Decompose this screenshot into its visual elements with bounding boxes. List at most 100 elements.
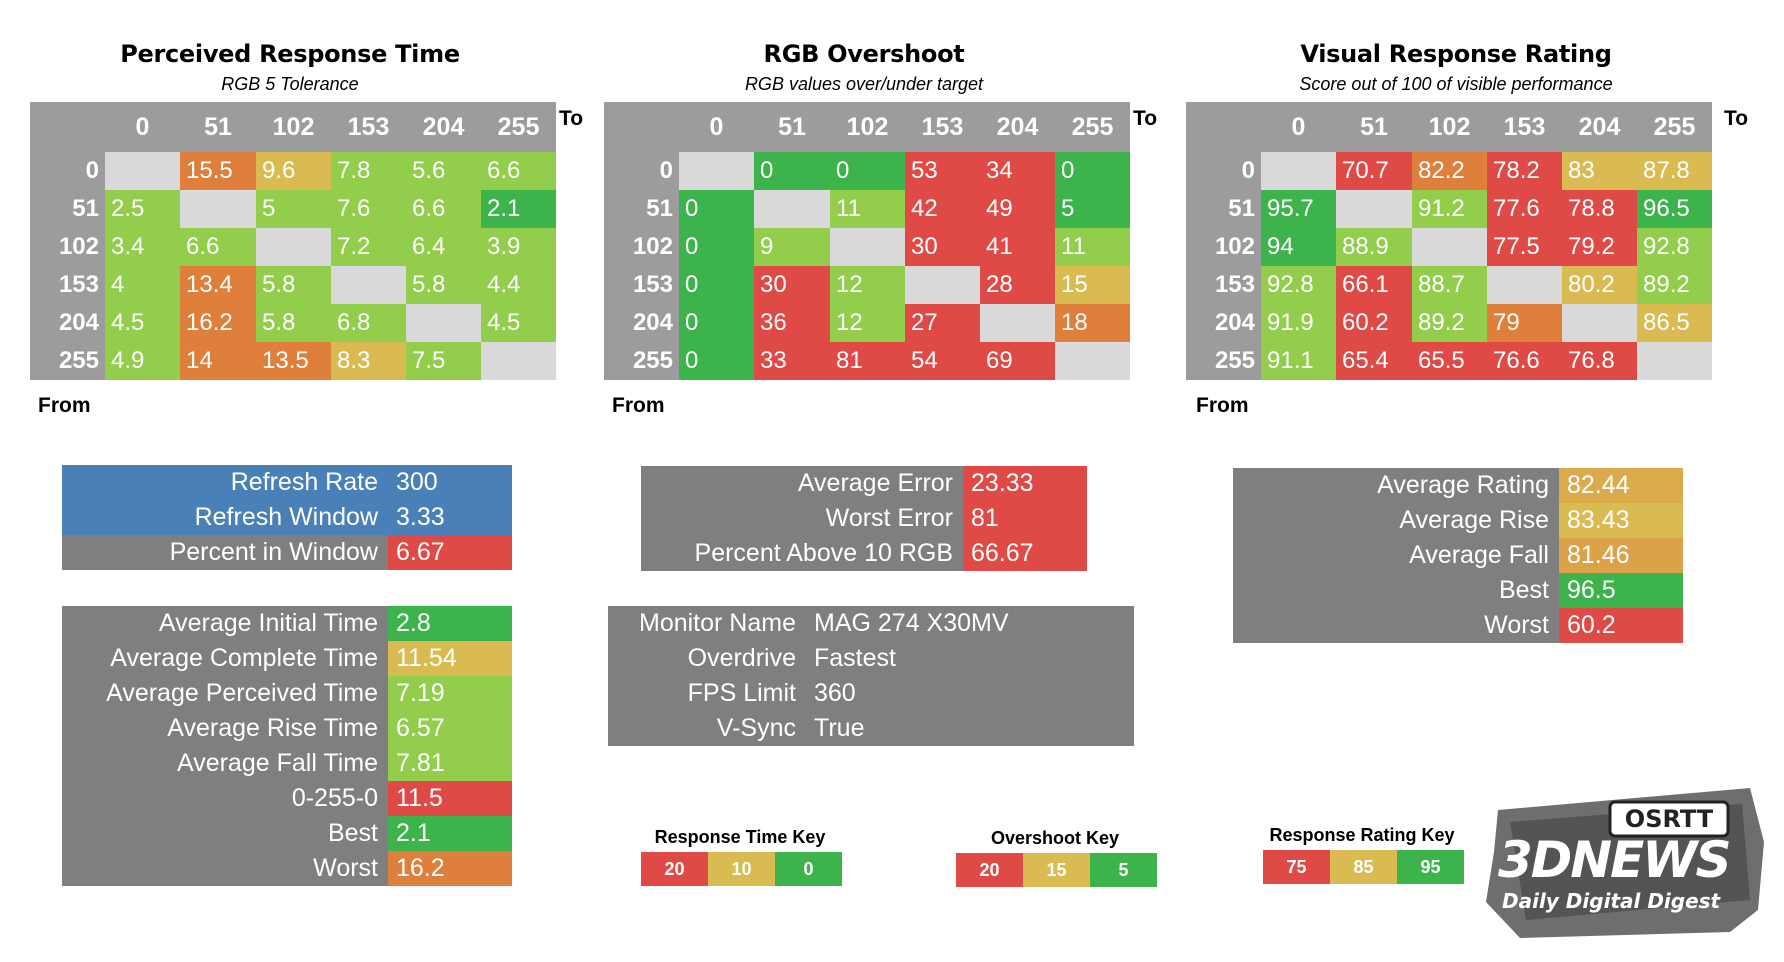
- heatmap-cell: 0: [679, 190, 754, 228]
- column-header: 255: [1055, 102, 1130, 152]
- times-row: Worst 16.2: [62, 851, 512, 886]
- refresh-label: Refresh Window: [62, 500, 388, 535]
- overshoot-stats-panel: Average Error 23.33 Worst Error 81 Percent A…: [641, 466, 1087, 571]
- monitor-label: Overdrive: [608, 641, 808, 676]
- heatmap-cell: 0: [679, 304, 754, 342]
- times-label: Best: [62, 816, 388, 851]
- key-swatch: 10: [708, 852, 775, 886]
- times-value: 11.5: [388, 781, 512, 816]
- heatmap-cell: 18: [1055, 304, 1130, 342]
- errors-value: 23.33: [963, 466, 1087, 501]
- column-header: 51: [180, 102, 256, 152]
- heatmap-cell: 78.8: [1562, 190, 1637, 228]
- heatmap-cell: 5.8: [256, 266, 331, 304]
- ratings-value: 60.2: [1559, 608, 1683, 643]
- heatmap-cell: 34: [980, 152, 1055, 190]
- heatmap-cell: 91.9: [1261, 304, 1336, 342]
- errors-value: 66.67: [963, 536, 1087, 571]
- row-header: 51: [604, 190, 679, 228]
- heatmap-cell: 79.2: [1562, 228, 1637, 266]
- heatmap-cell: 2.1: [481, 190, 556, 228]
- key-swatch: 95: [1397, 850, 1464, 884]
- monitor-value: MAG 274 X30MV: [808, 606, 1134, 641]
- heatmap-cell-empty: [180, 190, 256, 228]
- heatmap-cell: 4: [105, 266, 180, 304]
- errors-row: Percent Above 10 RGB 66.67: [641, 536, 1087, 571]
- times-label: Average Perceived Time: [62, 676, 388, 711]
- heatmap-cell: 80.2: [1562, 266, 1637, 304]
- ratings-label: Average Rise: [1233, 503, 1559, 538]
- heatmap-cell-empty: [905, 266, 980, 304]
- rating-heatmap: 0 51 102 153 204 255 0 70.7 82.2 78.2 83 87.8 51 95.7…: [1186, 102, 1712, 380]
- key-swatch: 85: [1330, 850, 1397, 884]
- ratings-row: Worst 60.2: [1233, 608, 1683, 643]
- column-header: 0: [105, 102, 180, 152]
- heatmap-cell: 4.5: [105, 304, 180, 342]
- heatmap-cell: 83: [1562, 152, 1637, 190]
- heatmap-cell: 30: [905, 228, 980, 266]
- times-value: 7.81: [388, 746, 512, 781]
- monitor-row: Monitor Name MAG 274 X30MV: [608, 606, 1134, 641]
- heatmap-cell: 54: [905, 342, 980, 380]
- heatmap-cell: 89.2: [1412, 304, 1487, 342]
- heatmap-cell: 42: [905, 190, 980, 228]
- column-header: 102: [830, 102, 905, 152]
- monitor-value: 360: [808, 676, 1134, 711]
- column-header: 204: [1562, 102, 1637, 152]
- overshoot-key-title: Overshoot Key: [990, 828, 1120, 848]
- times-value: 11.54: [388, 641, 512, 676]
- heatmap-cell: 0: [830, 152, 905, 190]
- row-header: 102: [30, 228, 105, 266]
- grid-corner: [1186, 102, 1261, 152]
- heatmap-cell: 91.2: [1412, 190, 1487, 228]
- row-header: 255: [1186, 342, 1261, 380]
- column-header: 255: [481, 102, 556, 152]
- heatmap-cell-empty: [1637, 342, 1712, 380]
- times-value: 16.2: [388, 851, 512, 886]
- heatmap-cell-empty: [754, 190, 830, 228]
- heatmap-cell-empty: [1562, 304, 1637, 342]
- heatmap-cell: 81: [830, 342, 905, 380]
- heatmap-cell: 88.9: [1336, 228, 1412, 266]
- heatmap-cell: 3.4: [105, 228, 180, 266]
- times-row: 0-255-0 11.5: [62, 781, 512, 816]
- heatmap-cell: 60.2: [1336, 304, 1412, 342]
- heatmap-cell-empty: [1412, 228, 1487, 266]
- heatmap-cell-empty: [830, 228, 905, 266]
- heatmap-cell-empty: [1487, 266, 1562, 304]
- heatmap-cell: 6.6: [481, 152, 556, 190]
- heatmap-cell: 41: [980, 228, 1055, 266]
- ratings-row: Average Fall 81.46: [1233, 538, 1683, 573]
- response-time-heatmap: 0 51 102 153 204 255 0 15.5 9.6 7.8 5.6 6.6 51 2.5 5 7.…: [30, 102, 556, 380]
- column-header: 102: [1412, 102, 1487, 152]
- heatmap-cell: 0: [754, 152, 830, 190]
- heatmap-cell: 6.6: [180, 228, 256, 266]
- overshoot-heatmap: 0 51 102 153 204 255 0 0 0 53 34 0 51 0 11 42 49 5 102 0 9 30…: [604, 102, 1130, 380]
- heatmap-cell: 7.2: [331, 228, 406, 266]
- heatmap-cell: 89.2: [1637, 266, 1712, 304]
- heatmap-cell: 87.8: [1637, 152, 1712, 190]
- rating-key-title: Response Rating Key: [1269, 825, 1455, 845]
- times-row: Best 2.1: [62, 816, 512, 851]
- heatmap-cell: 96.5: [1637, 190, 1712, 228]
- ratings-value: 81.46: [1559, 538, 1683, 573]
- errors-label: Worst Error: [641, 501, 963, 536]
- heatmap-cell: 2.5: [105, 190, 180, 228]
- monitor-value: True: [808, 711, 1134, 746]
- heatmap-cell: 7.8: [331, 152, 406, 190]
- heatmap-cell: 9: [754, 228, 830, 266]
- heatmap-cell: 92.8: [1637, 228, 1712, 266]
- ratings-value: 96.5: [1559, 573, 1683, 608]
- row-header: 102: [604, 228, 679, 266]
- heatmap-cell: 0: [1055, 152, 1130, 190]
- heatmap-cell: 82.2: [1412, 152, 1487, 190]
- heatmap-cell-empty: [1261, 152, 1336, 190]
- row-header: 0: [604, 152, 679, 190]
- heatmap-cell: 0: [679, 228, 754, 266]
- svg-text:Daily Digital Digest: Daily Digital Digest: [1502, 889, 1722, 913]
- column-header: 153: [1487, 102, 1562, 152]
- heatmap-cell: 65.5: [1412, 342, 1487, 380]
- grid-corner: [30, 102, 105, 152]
- monitor-info-panel: Monitor Name MAG 274 X30MV Overdrive Fastes…: [608, 606, 1134, 746]
- refresh-row: Refresh Rate 300: [62, 465, 512, 500]
